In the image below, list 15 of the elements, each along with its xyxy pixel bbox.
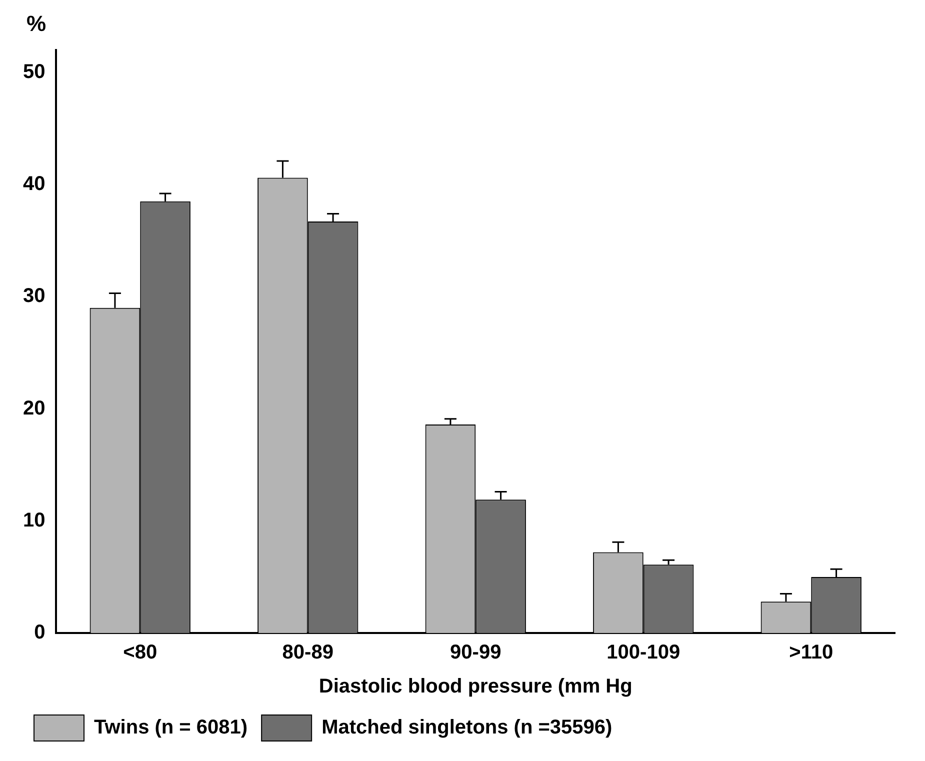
legend-label: Matched singletons (n =35596) [322, 716, 612, 739]
x-tick-label: 100-109 [606, 642, 680, 664]
y-tick-label: 50 [22, 60, 46, 83]
y-axis-title: % [26, 11, 46, 36]
x-tick-label: 90-99 [450, 642, 502, 664]
y-tick-label: 20 [22, 397, 46, 420]
x-tick-label: >110 [789, 642, 834, 664]
y-tick-label: 30 [22, 285, 46, 308]
x-tick-label: 80-89 [282, 642, 334, 664]
x-axis-title: Diastolic blood pressure (mm Hg [318, 676, 632, 698]
legend-label: Twins (n = 6081) [94, 716, 248, 739]
y-tick-label: 10 [22, 509, 46, 532]
y-tick-label: 40 [22, 173, 46, 196]
x-tick-label: <80 [123, 642, 158, 664]
y-tick-label: 0 [34, 622, 46, 644]
